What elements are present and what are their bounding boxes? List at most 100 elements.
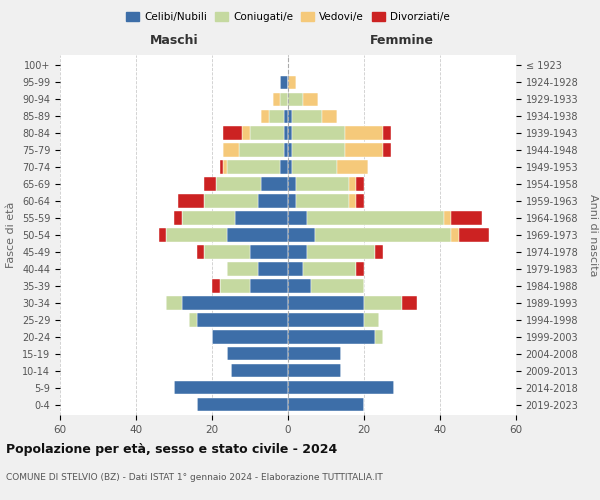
Bar (280, 76, 288, 89)
Bar (284, 126, 288, 140)
Bar (189, 314, 197, 326)
Bar (383, 126, 391, 140)
Bar (250, 126, 284, 140)
Bar (284, 110, 288, 123)
Bar (174, 212, 182, 224)
Bar (212, 280, 220, 292)
Bar (307, 212, 444, 224)
Bar (288, 398, 364, 411)
Bar (284, 144, 288, 156)
Bar (288, 92, 303, 106)
Bar (262, 110, 269, 123)
Text: COMUNE DI STELVIO (BZ) - Dati ISTAT 1° gennaio 2024 - Elaborazione TUTTITALIA.IT: COMUNE DI STELVIO (BZ) - Dati ISTAT 1° g… (6, 472, 383, 482)
Bar (311, 280, 364, 292)
Bar (349, 194, 356, 207)
Bar (356, 262, 364, 276)
Bar (322, 110, 337, 123)
Bar (220, 280, 250, 292)
Bar (182, 296, 288, 310)
Bar (376, 330, 383, 344)
Bar (292, 110, 322, 123)
Bar (288, 144, 292, 156)
Bar (288, 262, 303, 276)
Bar (205, 194, 257, 207)
Bar (250, 280, 288, 292)
Bar (303, 92, 319, 106)
Bar (303, 262, 356, 276)
Bar (288, 296, 364, 310)
Bar (159, 228, 166, 241)
Bar (364, 296, 402, 310)
Text: Femmine: Femmine (370, 34, 434, 46)
Bar (250, 246, 288, 258)
Y-axis label: Fasce di età: Fasce di età (7, 202, 16, 268)
Bar (402, 296, 417, 310)
Bar (345, 144, 383, 156)
Bar (280, 92, 288, 106)
Bar (292, 144, 345, 156)
Bar (280, 160, 288, 173)
Bar (197, 246, 205, 258)
Bar (227, 228, 288, 241)
Bar (205, 178, 216, 190)
Bar (182, 212, 235, 224)
Bar (288, 246, 307, 258)
Bar (242, 126, 250, 140)
Bar (227, 347, 288, 360)
Bar (257, 194, 288, 207)
Bar (257, 262, 288, 276)
Bar (288, 160, 292, 173)
Legend: Celibi/Nubili, Coniugati/e, Vedovi/e, Divorziati/e: Celibi/Nubili, Coniugati/e, Vedovi/e, Di… (122, 8, 454, 26)
Bar (288, 194, 296, 207)
Bar (269, 110, 284, 123)
Bar (345, 126, 383, 140)
Bar (349, 178, 356, 190)
Bar (307, 246, 376, 258)
Bar (288, 228, 314, 241)
Text: Maschi: Maschi (149, 34, 199, 46)
Bar (288, 76, 296, 89)
Bar (166, 296, 182, 310)
Bar (178, 194, 205, 207)
Bar (288, 212, 307, 224)
Bar (288, 126, 292, 140)
Bar (227, 262, 257, 276)
Bar (262, 178, 288, 190)
Bar (376, 246, 383, 258)
Bar (223, 126, 242, 140)
Bar (292, 126, 345, 140)
Bar (364, 314, 379, 326)
Bar (451, 212, 482, 224)
Bar (451, 228, 459, 241)
Bar (239, 144, 284, 156)
Bar (273, 92, 280, 106)
Bar (288, 330, 376, 344)
Bar (166, 228, 227, 241)
Bar (288, 314, 364, 326)
Bar (296, 178, 349, 190)
Bar (383, 144, 391, 156)
Bar (314, 228, 451, 241)
Bar (288, 381, 394, 394)
Bar (356, 178, 364, 190)
Bar (231, 364, 288, 378)
Bar (220, 160, 223, 173)
Y-axis label: Anni di nascita: Anni di nascita (588, 194, 598, 276)
Bar (288, 364, 341, 378)
Bar (288, 347, 341, 360)
Bar (205, 246, 250, 258)
Bar (174, 381, 288, 394)
Bar (288, 110, 292, 123)
Bar (356, 194, 364, 207)
Bar (227, 160, 280, 173)
Bar (223, 160, 227, 173)
Bar (288, 280, 311, 292)
Bar (235, 212, 288, 224)
Bar (288, 178, 296, 190)
Bar (197, 398, 288, 411)
Bar (197, 314, 288, 326)
Bar (459, 228, 490, 241)
Bar (337, 160, 368, 173)
Bar (212, 330, 288, 344)
Text: Popolazione per età, sesso e stato civile - 2024: Popolazione per età, sesso e stato civil… (6, 442, 337, 456)
